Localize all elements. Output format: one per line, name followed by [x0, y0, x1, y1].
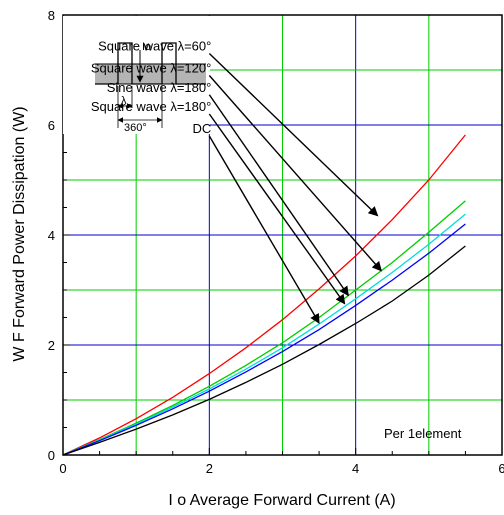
y-tick-label: 4: [48, 228, 55, 243]
inset-io-label: Io: [142, 41, 151, 53]
per-element-note: Per 1element: [384, 426, 462, 441]
x-tick-label: 0: [59, 461, 66, 476]
annotation-arrow-sq60: [208, 52, 379, 217]
x-tick-label: 4: [352, 461, 359, 476]
series-line-sine180: [62, 213, 466, 456]
y-tick-label: 2: [48, 338, 55, 353]
annotation-label-sq60: Square wave λ=60°: [98, 39, 211, 54]
x-tick-label: 2: [206, 461, 213, 476]
y-tick-label: 8: [48, 8, 55, 23]
annotation-arrow-sq120: [208, 75, 382, 272]
inset-period-label: 360°: [124, 122, 147, 134]
waveform-inset: Io λ 360°: [63, 16, 210, 134]
x-tick-label: 6: [498, 461, 504, 476]
annotation-label-sq120: Square wave λ=120°: [91, 61, 211, 76]
y-tick-label: 0: [48, 448, 55, 463]
annotation-arrow-sine180: [208, 94, 349, 297]
series-group: [62, 134, 466, 456]
x-axis-title: I o Average Forward Current (A): [168, 492, 395, 509]
series-line-sq180: [62, 223, 466, 456]
annotation-label-sq180: Square wave λ=180°: [91, 99, 211, 114]
inset-lambda-label: λ: [121, 95, 127, 107]
y-tick-labels: 0 2 4 6 8: [48, 8, 55, 463]
curve-annotations: Square wave λ=60° Square wave λ=120° Sine …: [91, 39, 382, 324]
annotation-label-sine180: Sine wave λ=180°: [107, 80, 212, 95]
y-tick-label: 6: [48, 118, 55, 133]
series-line-sq60: [62, 134, 466, 456]
inset-gray-band: [95, 64, 206, 84]
series-line-sq120: [62, 200, 466, 456]
x-tick-labels: 0 2 4 6: [59, 461, 504, 476]
annotation-arrow-sq180: [208, 113, 346, 305]
series-line-dc: [62, 245, 466, 456]
y-axis-title: W F Forward Power Dissipation (W): [11, 106, 28, 361]
annotation-arrow-dc: [208, 135, 320, 324]
annotation-label-dc: DC: [193, 121, 212, 136]
inset-square-waveform: [95, 42, 206, 85]
